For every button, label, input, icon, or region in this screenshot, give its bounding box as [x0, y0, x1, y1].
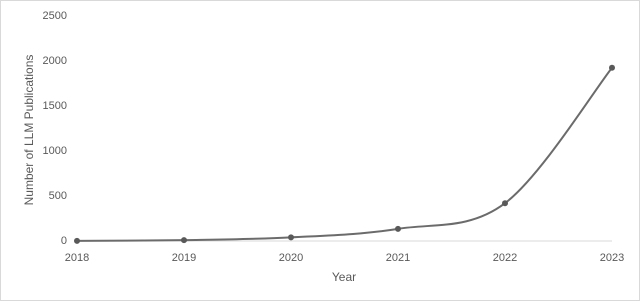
y-tick-label: 1000: [43, 145, 67, 157]
marker: [395, 225, 401, 232]
y-tick-label: 1500: [43, 100, 67, 112]
y-tick-label: 2500: [43, 10, 67, 22]
y-tick-label: 500: [49, 190, 67, 202]
x-tick-label: 2020: [279, 252, 303, 264]
y-tick-label: 0: [61, 235, 67, 247]
marker: [609, 64, 615, 71]
x-tick-label: 2021: [386, 252, 410, 264]
y-tick-label: 2000: [43, 55, 67, 67]
x-tick-label: 2023: [600, 252, 624, 264]
marker: [288, 234, 294, 241]
y-axis-title: Number of LLM Publications: [22, 55, 36, 206]
x-axis-title: Year: [332, 270, 356, 284]
line: [76, 67, 613, 242]
x-tick-label: 2019: [172, 252, 196, 264]
marker: [181, 237, 187, 244]
x-tick-label: 2022: [493, 252, 517, 264]
marker: [74, 237, 80, 244]
x-tick-label: 2018: [65, 252, 89, 264]
marker: [502, 200, 508, 207]
